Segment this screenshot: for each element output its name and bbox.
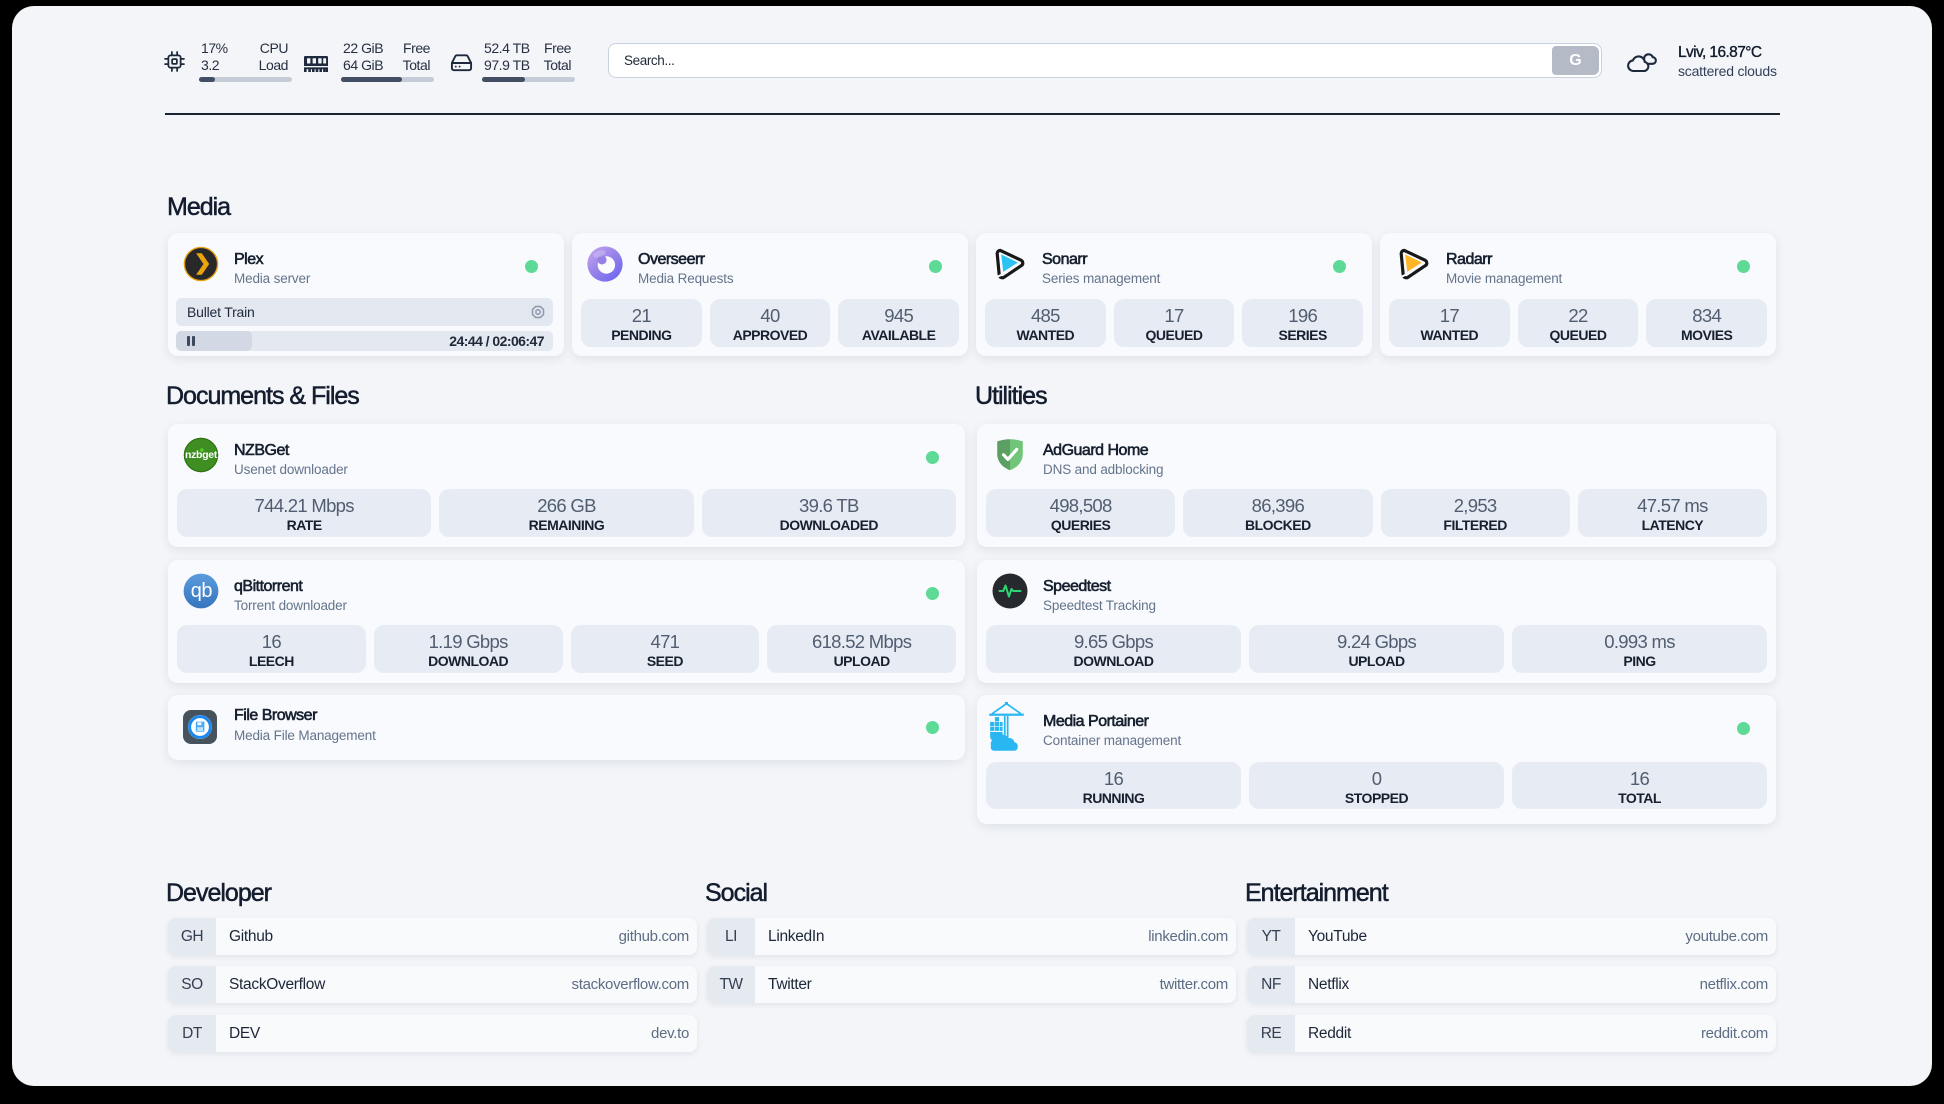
svg-text:qb: qb [191,580,213,602]
